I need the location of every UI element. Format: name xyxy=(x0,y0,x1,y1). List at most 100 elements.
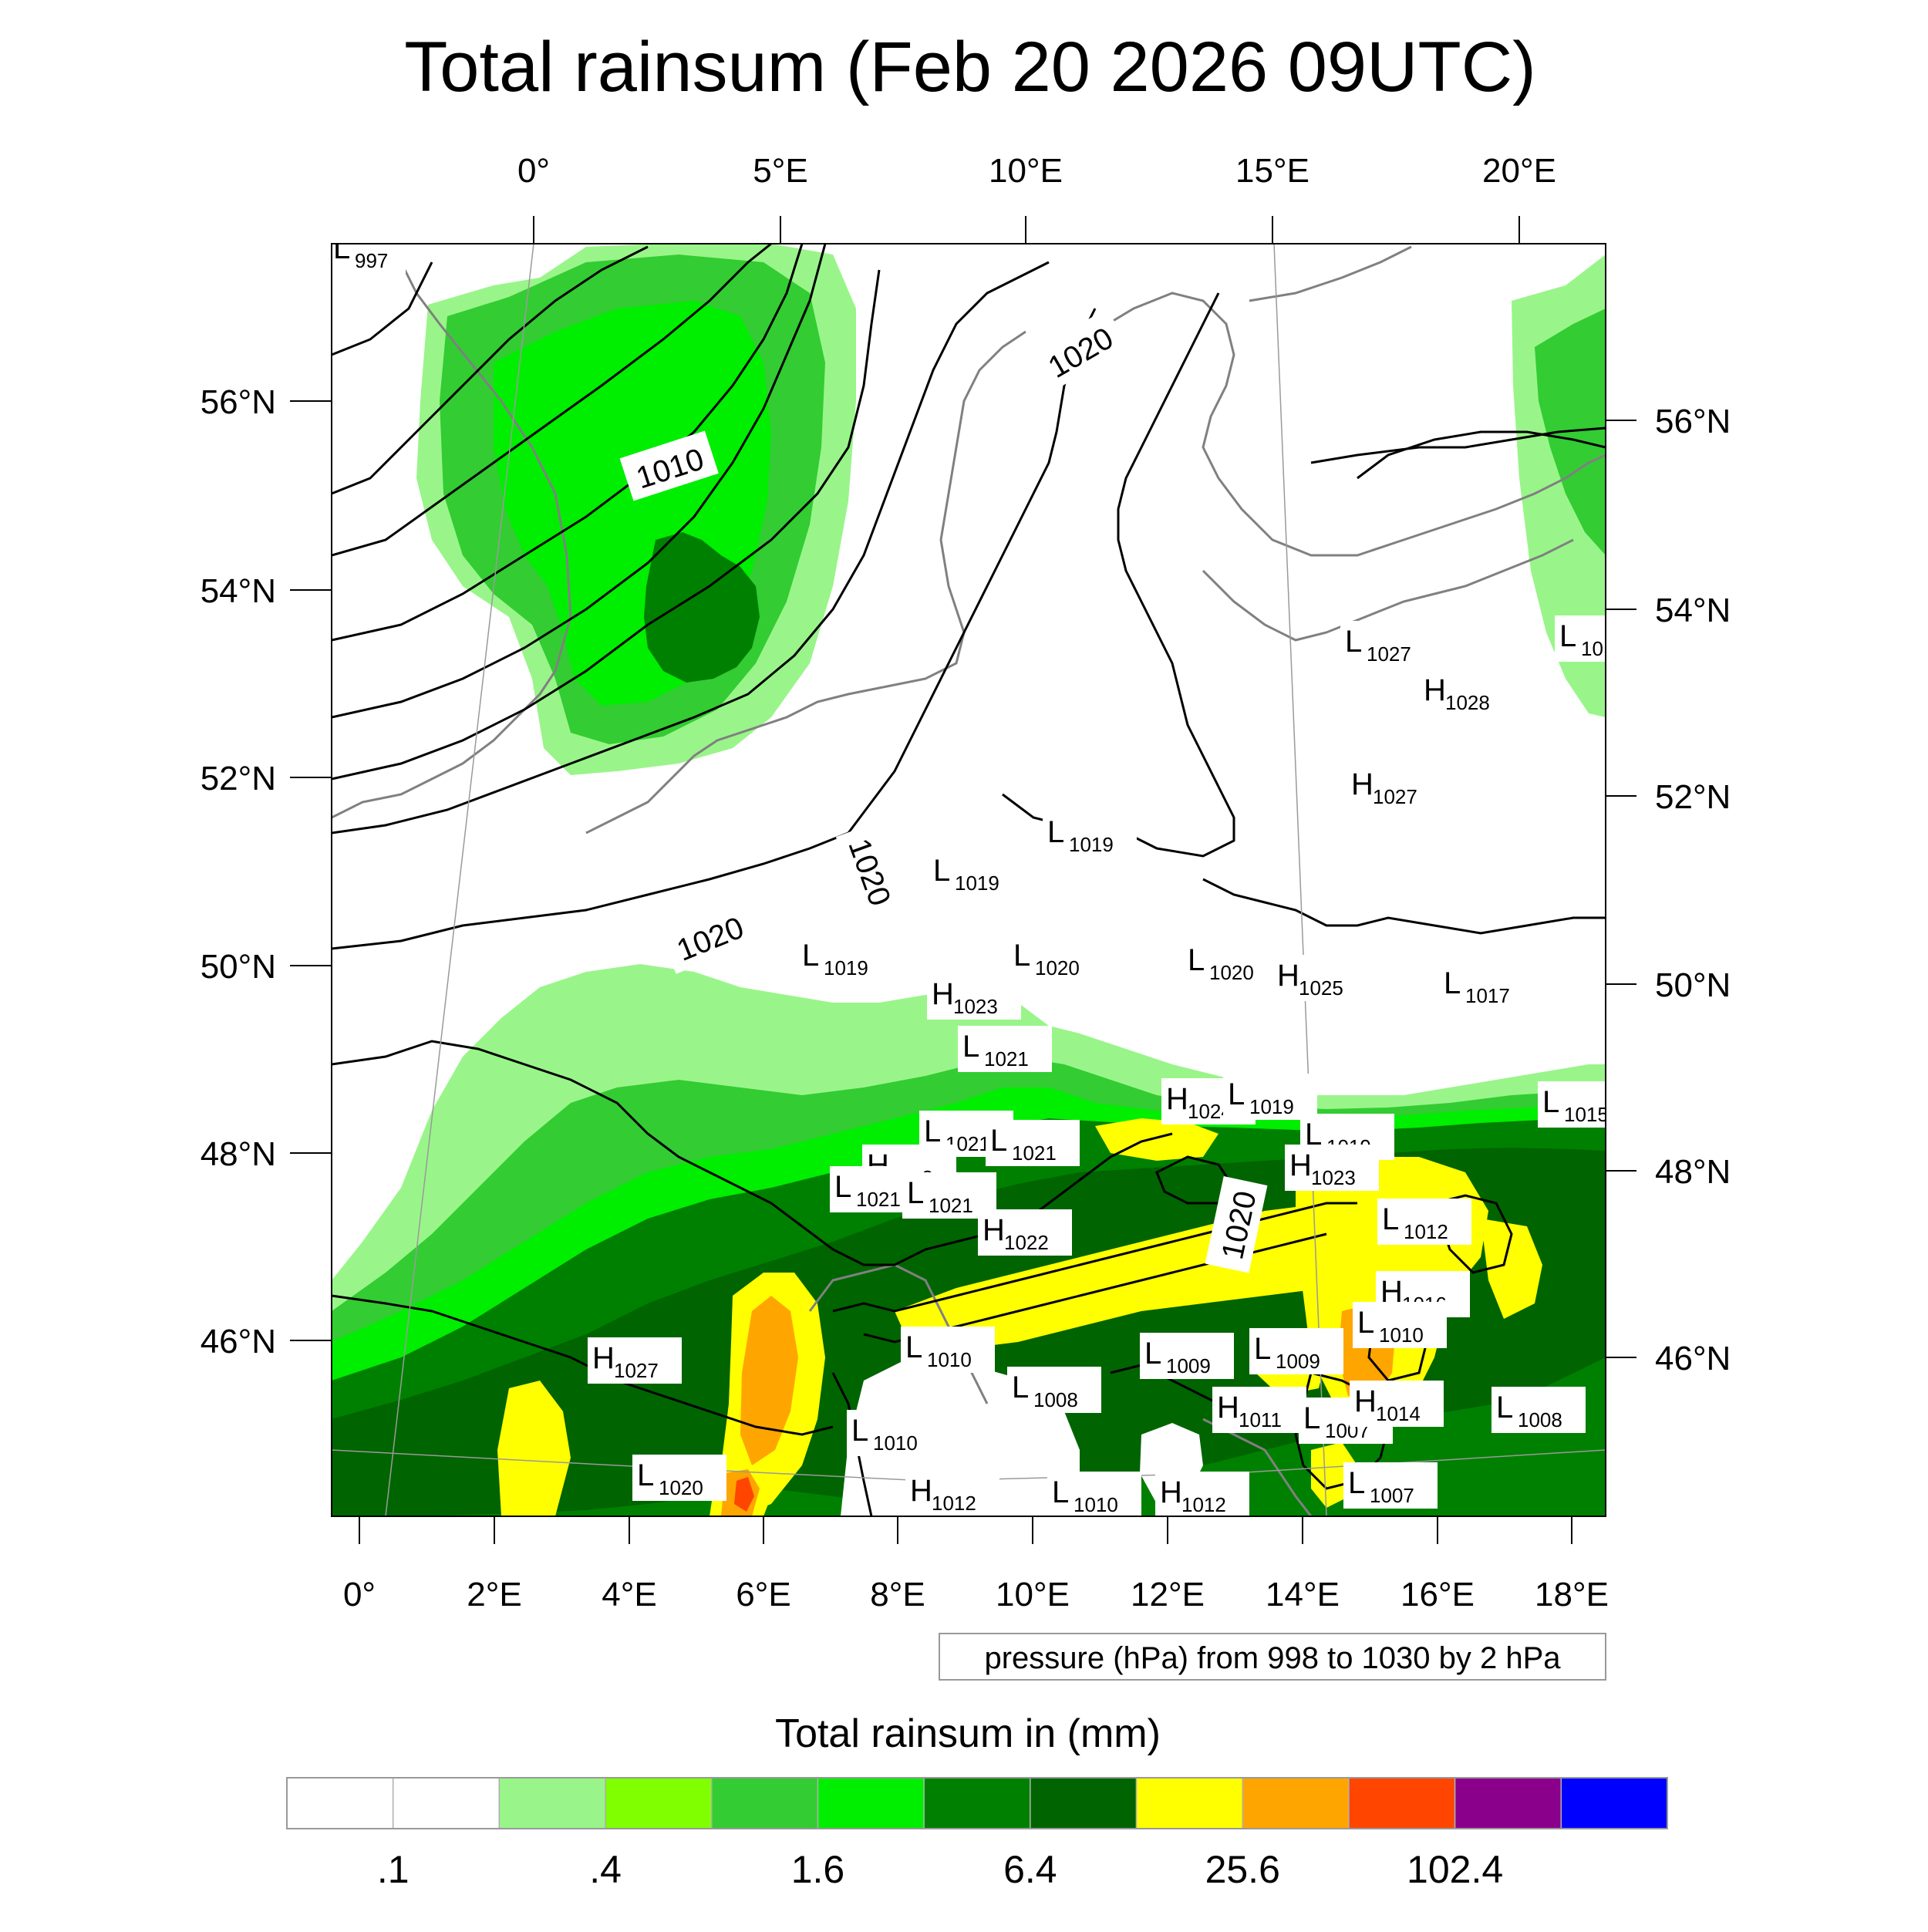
pressure-center-value: 1027 xyxy=(614,1359,659,1382)
pressure-center-value: 1007 xyxy=(1370,1484,1414,1507)
pressure-center-letter: L xyxy=(1013,939,1030,973)
pressure-center-low: L 1020 xyxy=(1183,939,1277,986)
pressure-center-letter: L xyxy=(802,939,819,973)
pressure-center-value: 1021 xyxy=(929,1194,973,1217)
pressure-center-low: L 1008 xyxy=(1007,1367,1101,1413)
pressure-center-high: H 1011 xyxy=(1212,1387,1306,1433)
colorbar-swatch xyxy=(498,1777,606,1829)
pressure-center-low: L 1021 xyxy=(986,1120,1080,1166)
pressure-center-letter: L xyxy=(1052,1475,1069,1509)
pressure-center-letter: H xyxy=(1277,959,1299,993)
pressure-center-low: L 1021 xyxy=(958,1026,1052,1072)
pressure-center-letter: L xyxy=(933,854,950,888)
pressure-center-letter: L xyxy=(1303,1401,1320,1435)
pressure-center-low: L 1010 xyxy=(1047,1472,1141,1516)
bottom-lon-label: 14°E xyxy=(1266,1576,1340,1613)
pressure-center-letter: L xyxy=(1047,815,1064,849)
pressure-center-value: 1019 xyxy=(1069,833,1114,856)
pressure-center-value: 1012 xyxy=(1404,1220,1448,1243)
colorbar-swatch xyxy=(817,1777,925,1829)
pressure-center-high: H 1022 xyxy=(978,1209,1072,1256)
pressure-center-value: 1009 xyxy=(1276,1350,1320,1373)
pressure-center-value: 1022 xyxy=(1004,1231,1049,1254)
colorbar-label: 102.4 xyxy=(1407,1848,1503,1891)
pressure-center-value: 1010 xyxy=(873,1431,918,1455)
pressure-center-low: L 997 xyxy=(332,244,406,274)
map-title: Total rainsum (Feb 20 2026 09UTC) xyxy=(404,28,1536,106)
pressure-center-value: 1017 xyxy=(1465,984,1510,1007)
colorbar-label: 6.4 xyxy=(1003,1848,1057,1891)
right-lat-label: 48°N xyxy=(1655,1153,1731,1191)
pressure-center-letter: L xyxy=(1228,1077,1245,1111)
pressure-center-value: 1027 xyxy=(1373,785,1417,808)
pressure-center-low: L 1009 xyxy=(1140,1333,1234,1379)
pressure-center-high: H 1025 xyxy=(1272,955,1367,1001)
colorbar-swatch xyxy=(605,1777,713,1829)
pressure-center-value: 1023 xyxy=(953,995,998,1018)
pressure-center-letter: L xyxy=(1444,966,1461,1000)
pressure-center-high: H 1012 xyxy=(905,1470,999,1516)
colorbar-label: 25.6 xyxy=(1205,1848,1280,1891)
pressure-center-value: 1027 xyxy=(1367,642,1411,666)
colorbar-swatch xyxy=(1030,1777,1138,1829)
bottom-lon-label: 18°E xyxy=(1535,1576,1609,1613)
pressure-center-value: 1025 xyxy=(1299,976,1343,1000)
bottom-lon-label: 4°E xyxy=(602,1576,656,1613)
pressure-center-value: 1019 xyxy=(824,956,868,979)
pressure-center-letter: L xyxy=(1305,1118,1322,1151)
pressure-center-value: 1011 xyxy=(1239,1408,1282,1431)
pressure-center-low: L 10 xyxy=(1555,615,1606,662)
right-lat-label: 50°N xyxy=(1655,966,1731,1004)
pressure-center-letter: L xyxy=(1144,1337,1161,1371)
pressure-center-value: 1009 xyxy=(1166,1354,1211,1377)
contour-info-box: pressure (hPa) from 998 to 1030 by 2 hPa xyxy=(939,1633,1606,1681)
colorbar-swatch xyxy=(286,1777,394,1829)
right-lat-label: 46°N xyxy=(1655,1340,1731,1377)
pressure-center-letter: L xyxy=(1348,1466,1365,1500)
pressure-center-letter: H xyxy=(1351,767,1374,801)
colorbar-swatch xyxy=(1348,1777,1456,1829)
pressure-center-letter: H xyxy=(1217,1391,1239,1425)
left-lat-label: 56°N xyxy=(201,383,276,421)
coastlines xyxy=(332,245,1606,1516)
pressure-center-low: L 1008 xyxy=(1492,1387,1586,1433)
bottom-lon-label: 10°E xyxy=(996,1576,1070,1613)
pressure-center-value: 1020 xyxy=(1035,956,1080,979)
pressure-center-letter: H xyxy=(1354,1384,1377,1418)
pressure-center-letter: H xyxy=(592,1341,615,1375)
top-lon-label: 0° xyxy=(517,152,550,190)
pressure-center-letter: H xyxy=(910,1474,932,1508)
colorbar-swatch xyxy=(1454,1777,1562,1829)
pressure-center-value: 997 xyxy=(355,249,388,272)
colorbar-label: 1.6 xyxy=(791,1848,845,1891)
left-lat-label: 52°N xyxy=(201,760,276,797)
colorbar: .1 .4 1.6 6.4 25.6 102.4 xyxy=(286,1777,1668,1891)
pressure-center-value: 1021 xyxy=(984,1047,1029,1071)
pressure-center-low: L 1017 xyxy=(1439,963,1533,1009)
colorbar-swatch xyxy=(392,1777,501,1829)
colorbar-swatch xyxy=(711,1777,819,1829)
pressure-center-low: L 1007 xyxy=(1343,1462,1438,1509)
bottom-lon-label: 8°E xyxy=(870,1576,925,1613)
pressure-center-value: 1010 xyxy=(1074,1493,1118,1516)
bottom-lon-label: 0° xyxy=(343,1576,376,1613)
colorbar-swatch xyxy=(1135,1777,1243,1829)
pressure-center-letter: L xyxy=(1542,1085,1559,1119)
pressure-center-letter: L xyxy=(1382,1202,1399,1236)
pressure-center-low: L 1020 xyxy=(632,1455,726,1501)
pressure-center-low: L 1012 xyxy=(1377,1199,1471,1245)
bottom-lon-label: 16°E xyxy=(1400,1576,1475,1613)
pressure-center-letter: L xyxy=(1559,619,1576,653)
pressure-center-value: 1008 xyxy=(1518,1408,1562,1431)
pressure-center-letter: L xyxy=(851,1414,868,1448)
pressure-center-value: 1008 xyxy=(1033,1388,1078,1411)
pressure-center-high: H 1014 xyxy=(1350,1381,1444,1427)
pressure-center-letter: L xyxy=(1254,1332,1271,1366)
colorbar-label: .4 xyxy=(589,1848,622,1891)
top-lon-label: 15°E xyxy=(1235,152,1309,190)
